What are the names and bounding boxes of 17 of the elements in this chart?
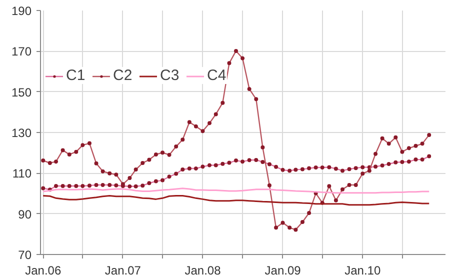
legend-label: C4 <box>207 67 227 84</box>
y-tick-label: 130 <box>11 126 32 140</box>
y-tick-label: 110 <box>12 166 32 181</box>
legend-label: C2 <box>113 67 133 84</box>
line-series <box>42 194 430 206</box>
x-tick-label: Jan.08 <box>184 264 222 278</box>
x-tick-label: Jan.10 <box>344 264 381 278</box>
x-tick-label: Jan.09 <box>264 264 302 278</box>
y-tick-label: 190 <box>11 4 32 18</box>
legend-label: C1 <box>66 67 86 84</box>
x-tick-label: Jan.06 <box>25 264 62 278</box>
legend-label: C3 <box>160 67 180 84</box>
y-tick-label: 90 <box>18 207 32 222</box>
y-tick-label: 150 <box>11 85 32 100</box>
y-tick-label: 70 <box>18 248 32 262</box>
y-tick-label: 170 <box>11 44 32 59</box>
x-tick-label: Jan.07 <box>104 264 142 278</box>
